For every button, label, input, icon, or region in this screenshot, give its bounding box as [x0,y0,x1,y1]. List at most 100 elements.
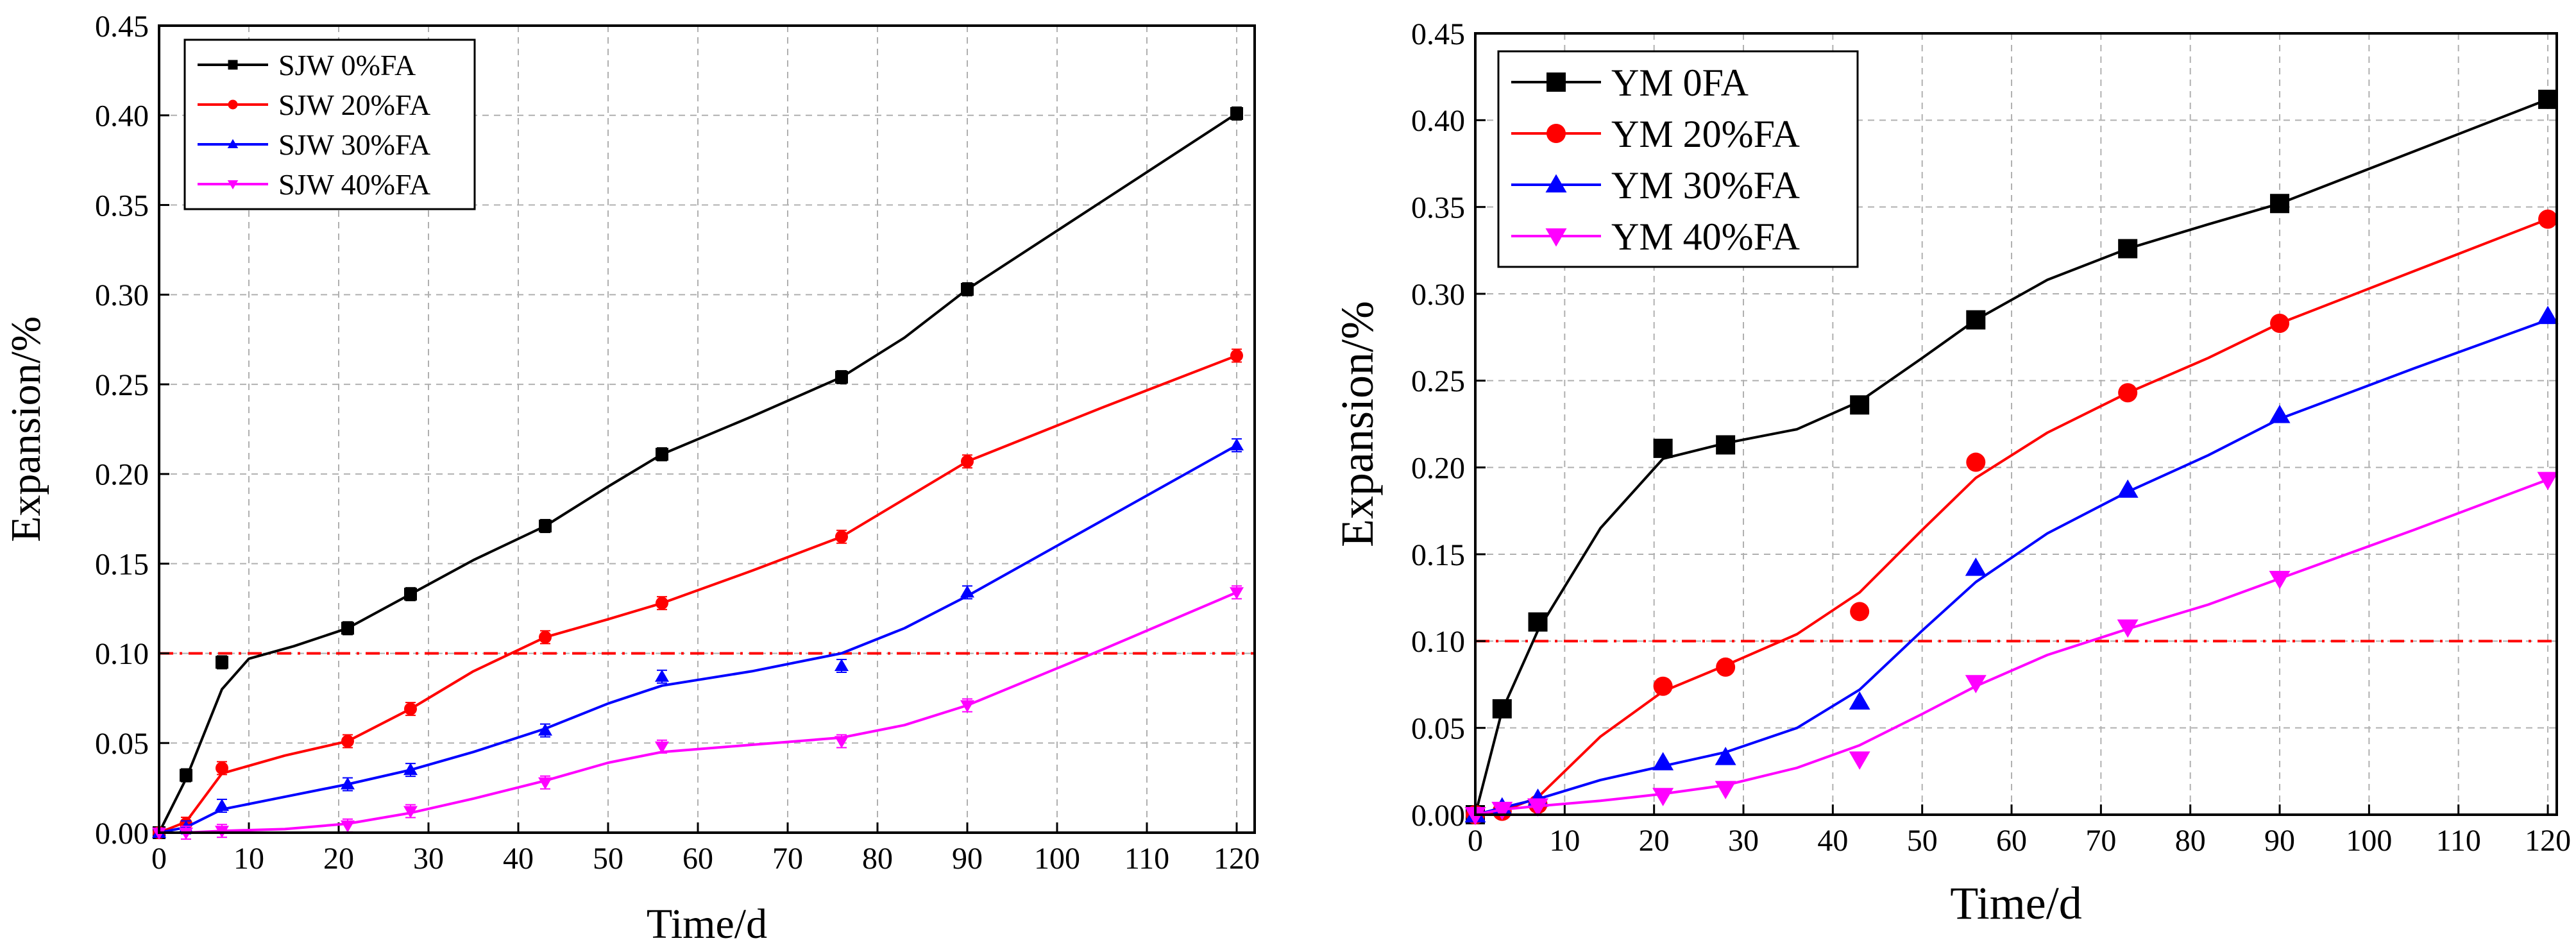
data-point [1966,452,1986,472]
data-point [1491,801,1513,820]
y-tick-label: 0.30 [95,278,149,312]
x-tick-label: 50 [1907,824,1938,858]
data-point [655,669,669,682]
legend-marker [227,139,239,148]
y-tick-label: 0.40 [1411,104,1465,138]
series-line [1475,478,2548,816]
data-point [1464,807,1486,826]
y-axis-title: Expansion/% [1332,301,1383,547]
x-tick-label: 0 [1468,824,1483,858]
y-tick-label: 0.25 [95,368,149,402]
data-point [655,741,669,754]
data-point [341,777,355,790]
x-tick-label: 30 [413,842,444,876]
data-point [1850,395,1870,415]
data-point [216,656,228,669]
data-point [835,370,848,384]
legend-marker [1545,228,1567,247]
x-tick-label: 30 [1728,824,1759,858]
legend-marker [1545,174,1567,192]
chart-left-sjw: 0 10 20 30 40 50 60 70 80 90 100 110 120 0.00 0.05 0.10… [3,10,1260,948]
data-point [539,631,552,644]
data-point [538,777,552,790]
series-ym-40-fa [1464,472,2559,826]
x-tick-label: 100 [1034,842,1080,876]
series-ym-20-fa [1466,209,2558,824]
data-point [1716,435,1736,455]
x-tick-label: 80 [862,842,893,876]
series-line [1475,217,2548,816]
x-tick-label: 20 [1639,824,1670,858]
data-point [1850,602,1870,622]
data-point [1652,752,1674,770]
series-line [158,354,1237,834]
data-point [404,702,417,716]
x-tick-label: 50 [593,842,623,876]
legend-label: SJW 40%FA [278,168,430,201]
plot-frame [1474,32,2558,816]
data-point [1849,751,1870,770]
x-tick-label: 20 [323,842,354,876]
data-point [1528,612,1548,632]
data-point [180,769,192,782]
data-point [961,455,974,468]
data-point [1652,788,1674,806]
legend-label: SJW 30%FA [278,128,430,161]
y-axis-title: Expansion/% [3,316,49,542]
data-point [961,282,974,296]
data-point [2118,239,2138,259]
y-tick-label: 0.20 [1411,451,1465,485]
y-tick-label: 0.30 [1411,278,1465,312]
x-axis-title: Time/d [647,901,767,948]
legend-label: SJW 0%FA [278,49,416,81]
data-point [2270,314,2290,334]
x-tick-label: 110 [1124,842,1169,876]
legend: SJW 0%FA SJW 20%FA SJW 30%FA SJW 40%FA [183,38,476,210]
x-tick-label: 40 [1817,824,1848,858]
x-tick-label: 80 [2175,824,2206,858]
y-tick-label: 0.40 [95,99,149,133]
legend-marker [228,60,238,70]
data-point [2538,89,2558,109]
legend-label: YM 40%FA [1611,216,1800,258]
data-point [215,799,229,812]
data-point [2537,305,2559,325]
legend-label: SJW 20%FA [278,89,430,121]
data-point [341,735,354,748]
x-tick-label: 120 [2525,824,2571,858]
data-point [960,700,974,713]
y-tick-label: 0.20 [95,458,149,492]
y-tick-label: 0.15 [95,547,149,581]
x-tick-label: 0 [151,842,167,876]
data-point [216,761,228,775]
data-point [2117,479,2139,498]
x-tick-label: 10 [1549,824,1580,858]
data-point [1230,587,1244,600]
data-point [1527,798,1549,817]
data-point [404,588,417,601]
data-point [1716,657,1736,677]
data-point [341,820,355,833]
legend-marker [227,180,239,190]
legend-label: YM 30%FA [1611,164,1800,207]
series-line [159,591,1237,834]
x-tick-label: 90 [952,842,983,876]
y-tick-label: 0.15 [1411,538,1465,572]
legend-label: YM 20%FA [1611,113,1800,155]
data-point [2538,209,2558,229]
data-point [2118,383,2138,403]
data-point [2537,472,2559,491]
series-line [1475,318,2548,816]
data-point [538,723,552,736]
plot-frame [158,24,1256,834]
y-tick-label: 0.10 [1411,625,1465,659]
data-point [656,597,668,610]
data-point [403,806,418,819]
x-tick-label: 90 [2264,824,2295,858]
x-tick-label: 70 [2085,824,2116,858]
data-point [1966,310,1986,330]
y-tick-label: 0.05 [1411,711,1465,745]
data-point [656,448,668,461]
y-tick-label: 0.00 [95,817,149,851]
